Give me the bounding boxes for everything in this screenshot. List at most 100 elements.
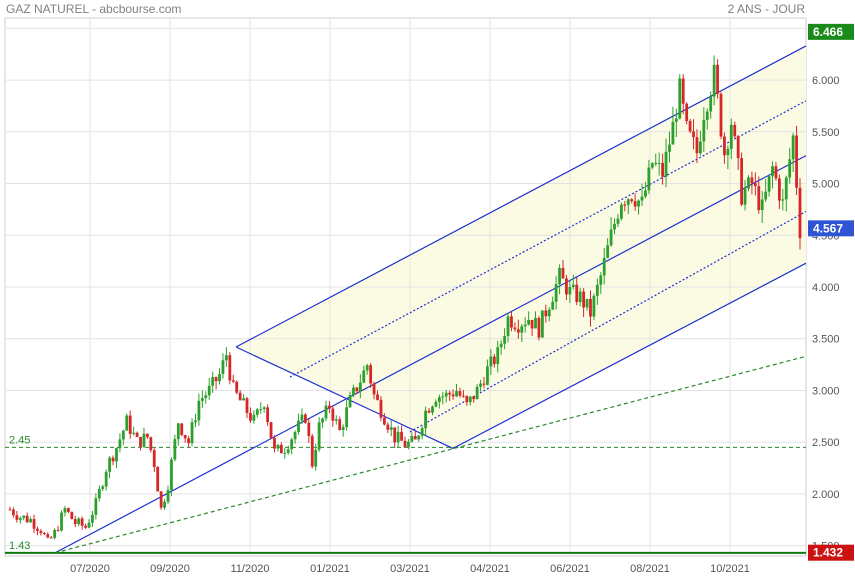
high-tag: 6.466 xyxy=(813,25,843,39)
candle-body xyxy=(585,298,589,308)
candle-body xyxy=(32,519,36,529)
trend-line-median-connector xyxy=(235,346,454,449)
candle-body xyxy=(465,396,469,403)
candle-body xyxy=(661,162,665,177)
candle-body xyxy=(245,398,249,413)
candle-body xyxy=(125,415,129,431)
candle-body xyxy=(458,391,462,396)
candle-body xyxy=(657,162,661,164)
candle-body xyxy=(197,400,201,421)
candle-body xyxy=(211,377,215,386)
candle-body xyxy=(242,398,245,401)
candle-body xyxy=(303,414,307,423)
candle-body xyxy=(561,267,565,279)
candle-body xyxy=(104,471,108,487)
candle-body xyxy=(145,433,149,438)
candle-body xyxy=(726,148,730,156)
candle-body xyxy=(582,291,586,308)
candle-body xyxy=(142,433,146,447)
candle-body xyxy=(218,374,221,382)
candle-body xyxy=(386,424,390,430)
candle-body xyxy=(503,335,507,344)
candle-body xyxy=(204,395,208,399)
candle-body xyxy=(369,365,373,384)
candle-body xyxy=(266,407,270,423)
candle-body xyxy=(156,467,160,492)
candle-body xyxy=(723,136,726,156)
candle-body xyxy=(571,284,575,287)
candle-body xyxy=(719,93,723,137)
candle-body xyxy=(616,218,620,224)
candle-body xyxy=(36,528,39,531)
candle-body xyxy=(784,177,788,200)
candle-body xyxy=(510,316,513,328)
candle-body xyxy=(520,326,524,333)
candle-body xyxy=(602,257,606,276)
y-tick-label: 5.500 xyxy=(812,127,840,139)
candle-body xyxy=(798,187,802,239)
candle-body xyxy=(396,431,400,443)
high-tag-bg xyxy=(808,23,854,40)
candle-body xyxy=(63,508,67,513)
candle-body xyxy=(252,414,256,421)
candle-body xyxy=(781,199,785,201)
candle-body xyxy=(654,163,658,165)
candle-body xyxy=(743,188,747,205)
candle-body xyxy=(73,519,77,525)
chart-period[interactable]: 2 ANS - JOUR xyxy=(727,2,805,16)
candle-body xyxy=(698,141,702,154)
candle-body xyxy=(427,410,431,413)
candle-body xyxy=(523,324,527,327)
trend-line-channel-mid-dotted xyxy=(289,100,807,378)
candle-body xyxy=(475,386,479,400)
candle-body xyxy=(771,166,774,177)
candle-body xyxy=(70,511,74,520)
candle-body xyxy=(513,327,517,330)
candle-body xyxy=(681,78,685,104)
x-tick-label: 01/2021 xyxy=(310,563,350,575)
candle-body xyxy=(187,438,191,444)
candle-body xyxy=(551,301,555,310)
candle-body xyxy=(767,176,771,192)
candle-body xyxy=(393,427,397,443)
candle-body xyxy=(15,515,19,520)
candle-body xyxy=(290,439,294,450)
candle-body xyxy=(334,419,338,421)
candle-body xyxy=(29,519,33,523)
candle-body xyxy=(516,329,520,333)
candle-body xyxy=(451,394,455,397)
trend-line-channel-middle xyxy=(54,155,807,554)
candle-body xyxy=(747,177,750,189)
candle-body xyxy=(180,423,184,436)
candle-body xyxy=(18,517,22,520)
candle-body xyxy=(56,529,60,531)
candle-body xyxy=(444,392,448,397)
candle-body xyxy=(626,199,630,205)
candle-body xyxy=(678,78,682,119)
candle-body xyxy=(324,405,328,419)
candle-body xyxy=(434,401,438,407)
candle-body xyxy=(709,96,713,112)
y-tick-label: 6.000 xyxy=(812,75,840,87)
candle-body xyxy=(135,432,139,437)
candle-body xyxy=(300,414,304,421)
candle-body xyxy=(544,310,548,317)
candle-body xyxy=(84,525,87,528)
candle-body xyxy=(424,410,428,429)
candle-body xyxy=(224,355,228,361)
candle-body xyxy=(685,103,689,122)
candle-body xyxy=(152,450,156,468)
candle-body xyxy=(499,343,503,348)
candle-body xyxy=(407,441,410,448)
candle-body xyxy=(740,158,744,205)
candle-body xyxy=(200,398,204,401)
candle-body xyxy=(410,436,414,442)
candle-body xyxy=(214,377,218,382)
candle-body xyxy=(695,137,699,154)
candle-body xyxy=(492,356,496,365)
candle-body xyxy=(760,199,764,211)
candle-body xyxy=(348,395,352,408)
candle-body xyxy=(170,459,173,491)
